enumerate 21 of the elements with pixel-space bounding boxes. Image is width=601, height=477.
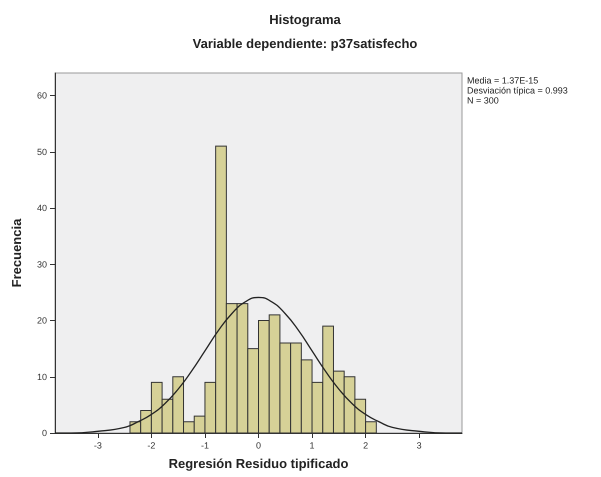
x-tick-label: 0 xyxy=(256,440,262,450)
x-axis-title: Regresión Residuo tipificado xyxy=(168,456,348,471)
chart-title: Histograma xyxy=(269,12,342,27)
text: Media = 1.37E-15 xyxy=(467,76,538,86)
x-tick-label: 2 xyxy=(363,440,368,450)
y-tick-label: 50 xyxy=(36,146,47,157)
y-tick-label: 20 xyxy=(36,316,47,326)
x-tick-label: -3 xyxy=(94,440,102,450)
x-tick-label: 3 xyxy=(416,440,422,450)
x-tick-label: -2 xyxy=(147,440,156,450)
x-tick-label: 1 xyxy=(310,440,315,450)
x-tick-label: -1 xyxy=(200,440,209,450)
y-tick-label: 0 xyxy=(42,428,47,438)
chart-subtitle: Variable dependiente: p37satisfecho xyxy=(192,36,418,51)
y-tick-label: 60 xyxy=(36,90,47,100)
y-tick-label: 10 xyxy=(36,372,47,382)
text: N = 300 xyxy=(467,96,499,106)
y-tick-label: 30 xyxy=(36,259,47,270)
text: Desviación típica = 0.993 xyxy=(467,86,568,96)
y-axis-title: Frecuencia xyxy=(9,218,24,288)
y-tick-label: 40 xyxy=(36,203,47,213)
